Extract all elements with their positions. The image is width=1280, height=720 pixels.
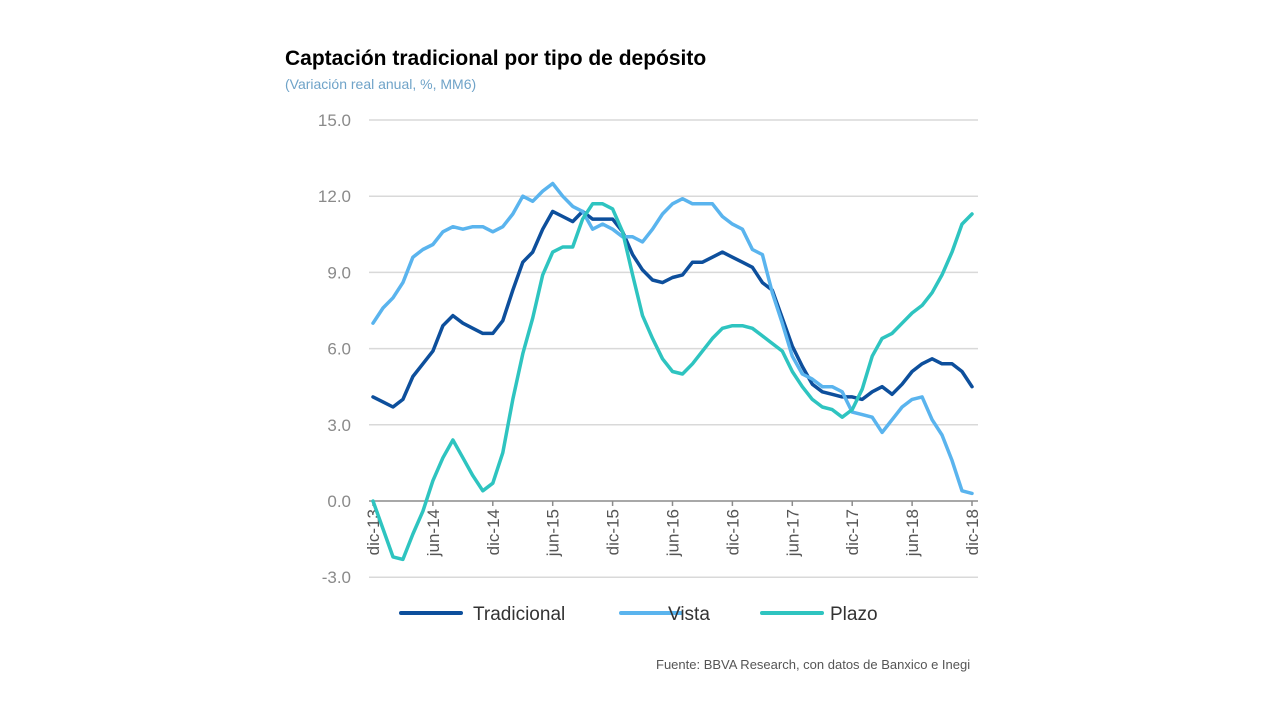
x-tick-label: dic-17: [843, 509, 862, 555]
gridlines: [369, 119, 978, 578]
series-line-plazo: [371, 202, 974, 562]
chart-subtitle: (Variación real anual, %, MM6): [285, 76, 477, 92]
x-tick-label: jun-14: [424, 509, 443, 557]
x-tick-label: jun-16: [664, 509, 683, 557]
y-tick-label: 3.0: [327, 416, 351, 435]
source-note: Fuente: BBVA Research, con datos de Banx…: [656, 657, 971, 672]
x-tick-label: dic-16: [723, 509, 742, 555]
x-tick-label: jun-17: [783, 509, 802, 557]
x-tick-label: jun-15: [544, 509, 563, 557]
y-axis: 15.0 12.0 9.0 6.0 3.0 0.0 -3.0: [318, 111, 351, 587]
x-tick-label: dic-14: [484, 509, 503, 555]
x-axis: dic-13 jun-14 dic-14 jun-15 dic-15 jun-16 dic-…: [364, 500, 982, 557]
x-tick-label: dic-18: [963, 509, 982, 555]
legend-label-tradicional: Tradicional: [473, 604, 565, 625]
series-lines: [371, 181, 974, 562]
legend: Tradicional Vista Plazo: [399, 604, 878, 625]
y-tick-label: 15.0: [318, 111, 351, 130]
series-line-vista: [371, 181, 974, 496]
y-tick-label: 6.0: [327, 340, 351, 359]
y-tick-label: -3.0: [322, 568, 351, 587]
chart-title: Captación tradicional por tipo de depósi…: [285, 47, 707, 70]
x-tick-label: dic-15: [604, 509, 623, 555]
legend-label-vista: Vista: [668, 604, 710, 625]
y-tick-label: 9.0: [327, 263, 351, 282]
series-line-tradicional: [371, 209, 974, 409]
y-tick-label: 12.0: [318, 187, 351, 206]
x-tick-label: jun-18: [903, 509, 922, 557]
legend-label-plazo: Plazo: [830, 604, 878, 625]
y-tick-label: 0.0: [327, 492, 351, 511]
